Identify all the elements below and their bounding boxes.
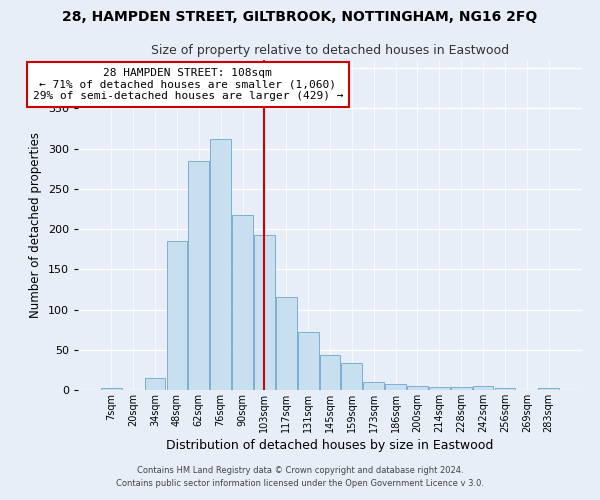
Bar (254, 236, 275, 390)
Bar (538, 388, 559, 390)
Bar (210, 139, 231, 390)
Text: Contains HM Land Registry data © Crown copyright and database right 2024.
Contai: Contains HM Land Registry data © Crown c… (116, 466, 484, 487)
Bar (145, 378, 166, 390)
Bar (364, 382, 384, 390)
Bar (341, 364, 362, 390)
Bar (188, 160, 209, 390)
Title: Size of property relative to detached houses in Eastwood: Size of property relative to detached ho… (151, 44, 509, 58)
Text: 28, HAMPDEN STREET, GILTBROOK, NOTTINGHAM, NG16 2FQ: 28, HAMPDEN STREET, GILTBROOK, NOTTINGHA… (62, 10, 538, 24)
Bar (101, 388, 122, 390)
Bar (473, 386, 493, 390)
Bar (494, 388, 515, 390)
X-axis label: Distribution of detached houses by size in Eastwood: Distribution of detached houses by size … (166, 439, 494, 452)
Bar (451, 387, 472, 390)
Bar (429, 387, 450, 390)
Bar (276, 296, 296, 390)
Y-axis label: Number of detached properties: Number of detached properties (29, 132, 42, 318)
Bar (298, 332, 319, 390)
Bar (167, 241, 187, 390)
Bar (407, 386, 428, 390)
Text: 28 HAMPDEN STREET: 108sqm
← 71% of detached houses are smaller (1,060)
29% of se: 28 HAMPDEN STREET: 108sqm ← 71% of detac… (32, 68, 343, 101)
Bar (385, 384, 406, 390)
Bar (232, 216, 253, 390)
Bar (320, 354, 340, 390)
